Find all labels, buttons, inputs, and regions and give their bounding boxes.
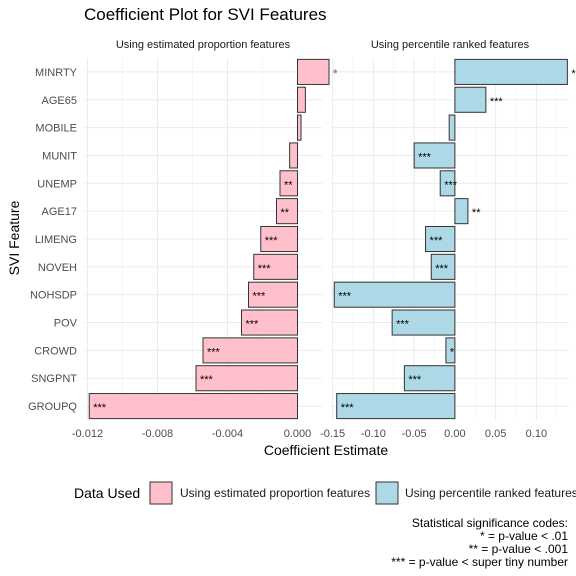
legend-key-proportion [149, 481, 173, 505]
sig-label-right-crowd: * [450, 346, 455, 358]
x-tick-label-left: 0.000 [284, 428, 312, 440]
y-tick-label-limeng: LIMENG [35, 234, 77, 246]
bar-right-limeng [425, 225, 456, 253]
bar-left-age17 [276, 198, 298, 225]
panel-right-strip [331, 34, 569, 54]
x-tick-label-left: -0.004 [212, 428, 243, 440]
bar-left-crowd [202, 337, 298, 364]
sig-label-left-age17: ** [281, 207, 290, 219]
y-tick-label-groupq: GROUPQ [28, 401, 77, 413]
y-tick-label-unemp: UNEMP [37, 178, 77, 190]
legend-title: Data Used [74, 485, 140, 501]
legend-label-proportion: Using estimated proportion features [180, 486, 370, 500]
bar-left-pov [241, 309, 298, 336]
bar-left-unemp [279, 170, 298, 197]
footnote-line-3: ** = p-value < .001 [469, 542, 569, 556]
y-tick-label-crowd: CROWD [34, 345, 77, 357]
bar-right-mobile [448, 114, 456, 141]
y-tick-label-age17: AGE17 [42, 206, 77, 218]
bar-right-nohsdp [333, 281, 456, 308]
x-tick-label-right: -0.15 [320, 428, 345, 440]
panel-right-strip-label: Using percentile ranked features [371, 39, 530, 51]
sig-label-right-age65: *** [490, 96, 504, 108]
x-tick-label-right: -0.05 [402, 428, 427, 440]
bar-right-unemp [439, 170, 456, 197]
y-tick-label-age65: AGE65 [42, 95, 77, 107]
y-tick-label-nohsdp: NOHSDP [30, 290, 77, 302]
sig-label-right-minrty: * [571, 68, 576, 80]
sig-label-right-pov: *** [396, 319, 410, 331]
bar-left-mobile [297, 114, 302, 141]
y-tick-label-minrty: MINRTY [35, 67, 78, 79]
bar-right-crowd [445, 337, 456, 364]
x-tick-label-left: -0.012 [72, 428, 103, 440]
sig-label-left-noveh: *** [258, 263, 272, 275]
legend-label-percentile: Using percentile ranked features [405, 486, 576, 500]
x-tick-label-left: -0.008 [142, 428, 173, 440]
sig-label-right-munit: *** [418, 151, 432, 163]
footnote-line-4: *** = p-value < super tiny number [391, 555, 568, 569]
legend: Data Used Using estimated proportion fea… [74, 481, 576, 505]
sig-label-right-age17: ** [472, 207, 481, 219]
bar-left-minrty [297, 58, 330, 85]
x-axis-label: Coefficient Estimate [264, 442, 388, 458]
bar-right-age17 [454, 198, 469, 225]
panel-right-x-ticks: -0.15 -0.10 -0.05 0.00 0.05 0.10 [320, 428, 547, 440]
bar-right-pov [391, 309, 456, 336]
sig-label-right-sngpnt: *** [408, 374, 422, 386]
sig-label-right-noveh: *** [435, 263, 449, 275]
sig-label-left-unemp: ** [284, 179, 293, 191]
panel-left-x-ticks: -0.012 -0.008 -0.004 0.000 [72, 428, 311, 440]
bar-left-groupq [88, 393, 298, 420]
sig-label-right-unemp: *** [444, 179, 458, 191]
y-axis-tick-labels: MINRTY AGE65 MOBILE MUNIT UNEMP AGE17 LIMENG NO… [28, 67, 78, 413]
footnote-line-2: * = p-value < .01 [480, 529, 568, 543]
bar-left-sngpnt [195, 365, 298, 392]
chart-title: Coefficient Plot for SVI Features [84, 5, 327, 24]
footnote-line-1: Statistical significance codes: [412, 516, 568, 530]
y-tick-label-mobile: MOBILE [35, 123, 77, 135]
sig-label-left-minrty: * [333, 68, 338, 80]
bar-right-groupq [336, 393, 456, 420]
bar-left-age65 [297, 86, 306, 113]
x-tick-label-right: -0.10 [361, 428, 386, 440]
y-tick-label-noveh: NOVEH [38, 262, 77, 274]
sig-label-left-sngpnt: *** [200, 374, 214, 386]
bar-right-sngpnt [403, 365, 456, 392]
panel-left: Using estimated proportion features ****… [72, 34, 338, 440]
bar-right-minrty [454, 58, 568, 85]
x-tick-label-right: 0.00 [444, 428, 465, 440]
x-tick-label-right: 0.10 [526, 428, 547, 440]
sig-label-left-groupq: *** [93, 402, 107, 414]
panel-left-strip [84, 34, 322, 54]
sig-label-left-pov: *** [246, 319, 260, 331]
bar-right-noveh [430, 253, 456, 280]
significance-footnote: Statistical significance codes: * = p-va… [391, 516, 568, 569]
sig-label-left-limeng: *** [265, 235, 279, 247]
sig-label-right-nohsdp: *** [338, 291, 352, 303]
bar-left-nohsdp [248, 281, 298, 308]
sig-label-right-groupq: *** [341, 402, 355, 414]
panel-right-bars: ******************************* [333, 58, 576, 420]
bar-left-noveh [253, 253, 298, 280]
panel-left-bars: ************************** [88, 58, 338, 420]
y-axis-label: SVI Feature [6, 200, 22, 275]
bar-left-limeng [260, 225, 298, 253]
sig-label-left-crowd: *** [207, 346, 221, 358]
bar-left-munit [289, 142, 298, 169]
y-tick-label-pov: POV [54, 318, 78, 330]
sig-label-right-limeng: *** [430, 235, 444, 247]
panel-left-strip-label: Using estimated proportion features [116, 39, 291, 51]
y-tick-label-munit: MUNIT [42, 150, 77, 162]
panel-right: Using percentile ranked features *******… [320, 34, 576, 440]
legend-key-percentile [375, 481, 399, 505]
x-tick-label-right: 0.05 [485, 428, 506, 440]
bar-right-age65 [454, 86, 487, 113]
bar-right-munit [413, 142, 456, 169]
y-tick-label-sngpnt: SNGPNT [31, 373, 77, 385]
sig-label-left-nohsdp: *** [253, 291, 267, 303]
